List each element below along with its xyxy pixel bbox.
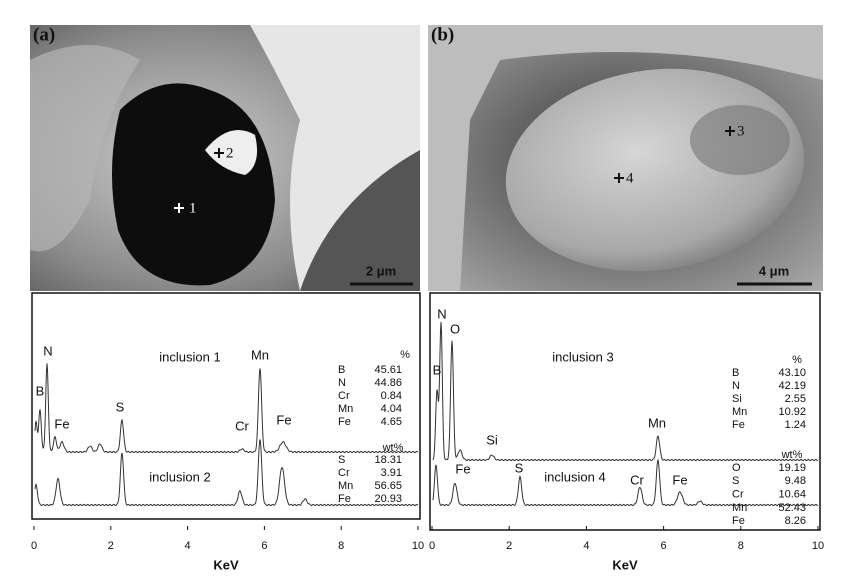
element-value: 4.04 — [381, 403, 402, 415]
element: Fe — [338, 493, 351, 505]
element: O — [732, 462, 741, 474]
axis-label: KeV — [213, 557, 239, 572]
element-value: 18.31 — [374, 454, 402, 466]
element-value: 19.19 — [778, 462, 806, 474]
inclusion-name: inclusion 2 — [149, 469, 210, 484]
spectrum-frame — [429, 292, 821, 531]
spectrum-curve — [34, 439, 419, 507]
spectrum-curve — [34, 363, 419, 454]
element: B — [338, 364, 345, 376]
peak-label: N — [43, 343, 52, 358]
marker-label: 1 — [189, 200, 197, 216]
element-value: 42.19 — [778, 380, 806, 392]
element-value: 4.65 — [381, 416, 402, 428]
x-tick-label: 8 — [738, 540, 744, 552]
element-value: 45.61 — [374, 364, 402, 376]
x-tick-label: 10 — [412, 540, 424, 552]
element: Cr — [338, 390, 350, 402]
unit-label: % — [400, 349, 410, 361]
unit-label: % — [792, 354, 802, 366]
x-tick-label: 4 — [583, 540, 589, 552]
element: N — [338, 377, 346, 389]
element-value: 3.91 — [381, 467, 402, 479]
peak-label: Si — [486, 432, 498, 447]
inclusion-name: inclusion 4 — [544, 469, 605, 484]
peak-label: B — [36, 383, 45, 398]
marker-label: 2 — [226, 145, 234, 161]
element-value: 20.93 — [374, 493, 402, 505]
peak-label: Mn — [251, 347, 269, 362]
inclusion-name: inclusion 1 — [159, 349, 220, 364]
element: Mn — [732, 406, 747, 418]
sem-image-b — [428, 25, 823, 291]
peak-label: O — [450, 321, 460, 336]
x-tick-label: 4 — [185, 540, 191, 552]
element: Mn — [732, 502, 747, 514]
peak-label: N — [437, 306, 446, 321]
markers — [174, 126, 735, 213]
element: Mn — [338, 403, 353, 415]
panel-label: (a) — [33, 24, 55, 45]
element: Cr — [732, 489, 744, 501]
element-value: 10.64 — [778, 489, 806, 501]
panel-label: (b) — [431, 24, 454, 45]
element-value: 9.48 — [785, 475, 806, 487]
peak-label: Cr — [235, 418, 249, 433]
element: Fe — [732, 419, 745, 431]
sem-image-a — [30, 25, 420, 291]
peak-label: Fe — [455, 461, 470, 476]
x-tick-label: 0 — [31, 540, 37, 552]
element-value: 10.92 — [778, 406, 806, 418]
x-tick-label: 10 — [812, 540, 824, 552]
x-tick-label: 6 — [261, 540, 267, 552]
x-tick-label: 2 — [108, 540, 114, 552]
element-value: 44.86 — [374, 377, 402, 389]
element: S — [338, 454, 345, 466]
element: B — [732, 367, 739, 379]
x-tick-label: 6 — [661, 540, 667, 552]
peak-label: S — [515, 460, 524, 475]
peak-label: Fe — [276, 412, 291, 427]
unit-label: wt% — [781, 449, 803, 461]
peak-label: Mn — [648, 415, 666, 430]
element: Cr — [338, 467, 350, 479]
element-value: 0.84 — [381, 390, 402, 402]
x-tick-label: 2 — [506, 540, 512, 552]
peak-label: Fe — [54, 416, 69, 431]
element: Fe — [732, 515, 745, 527]
element-value: 43.10 — [778, 367, 806, 379]
marker-label: 4 — [626, 170, 634, 186]
inclusion-name: inclusion 3 — [552, 349, 613, 364]
scale-label: 2 μm — [366, 263, 396, 278]
x-tick-label: 8 — [338, 540, 344, 552]
element: Fe — [338, 416, 351, 428]
spectrum-frame — [31, 292, 421, 520]
element-value: 8.26 — [785, 515, 806, 527]
peak-label: Cr — [630, 472, 644, 487]
peak-label: S — [116, 399, 125, 414]
element: Mn — [338, 480, 353, 492]
marker-label: 3 — [737, 123, 745, 139]
peak-label: Fe — [672, 472, 687, 487]
element: N — [732, 380, 740, 392]
spectrum-curve — [432, 321, 819, 462]
x-tick-label: 0 — [429, 540, 435, 552]
element-value: 52.43 — [778, 502, 806, 514]
element: S — [732, 475, 739, 487]
element: Si — [732, 393, 742, 405]
scale-label: 4 μm — [759, 263, 789, 278]
element-value: 2.55 — [785, 393, 806, 405]
element-value: 56.65 — [374, 480, 402, 492]
element-value: 1.24 — [785, 419, 806, 431]
spectrum-curve — [432, 458, 819, 507]
unit-label: wt% — [382, 442, 404, 454]
peak-label: B — [433, 362, 442, 377]
axis-label: KeV — [612, 557, 638, 572]
